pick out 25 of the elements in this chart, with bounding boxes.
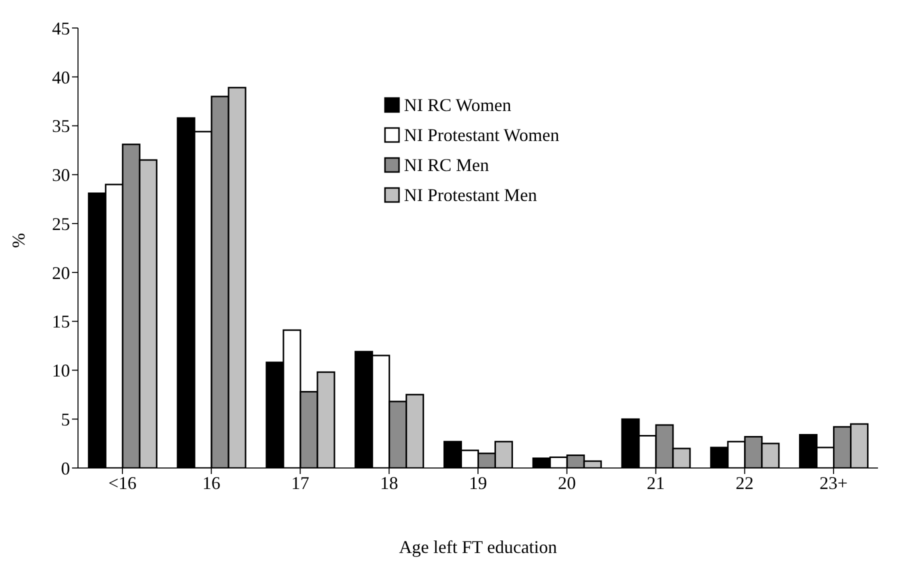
y-tick-label: 30 [52, 165, 70, 186]
x-tick-label: 18 [380, 472, 398, 493]
x-tick-label: 20 [558, 472, 576, 493]
y-tick-label: 20 [52, 262, 70, 283]
x-tick-label: 23+ [819, 472, 848, 493]
x-tick-label: 16 [202, 472, 220, 493]
y-tick-label: 35 [52, 116, 70, 136]
y-tick-label: 45 [52, 18, 70, 38]
y-tick-label: 15 [52, 312, 70, 332]
y-tick-label: 5 [61, 410, 70, 430]
y-tick-label: 10 [52, 360, 70, 381]
x-tick-label: <16 [108, 472, 137, 493]
x-tick-label: 19 [469, 472, 487, 493]
x-tick-label: 17 [291, 472, 310, 493]
x-tick-label: 21 [646, 472, 665, 493]
x-axis-title: Age left FT education [398, 537, 558, 557]
x-tick-label: 22 [736, 472, 754, 493]
legend-label: NI Protestant Men [404, 184, 537, 206]
y-axis-title: % [8, 233, 28, 248]
y-tick-label: 0 [61, 458, 70, 478]
y-tick-label: 25 [52, 214, 70, 234]
legend-label: NI RC Women [404, 94, 512, 116]
y-tick-label: 40 [52, 67, 70, 88]
legend-label: NI Protestant Women [404, 124, 560, 146]
legend-label: NI RC Men [404, 154, 489, 176]
